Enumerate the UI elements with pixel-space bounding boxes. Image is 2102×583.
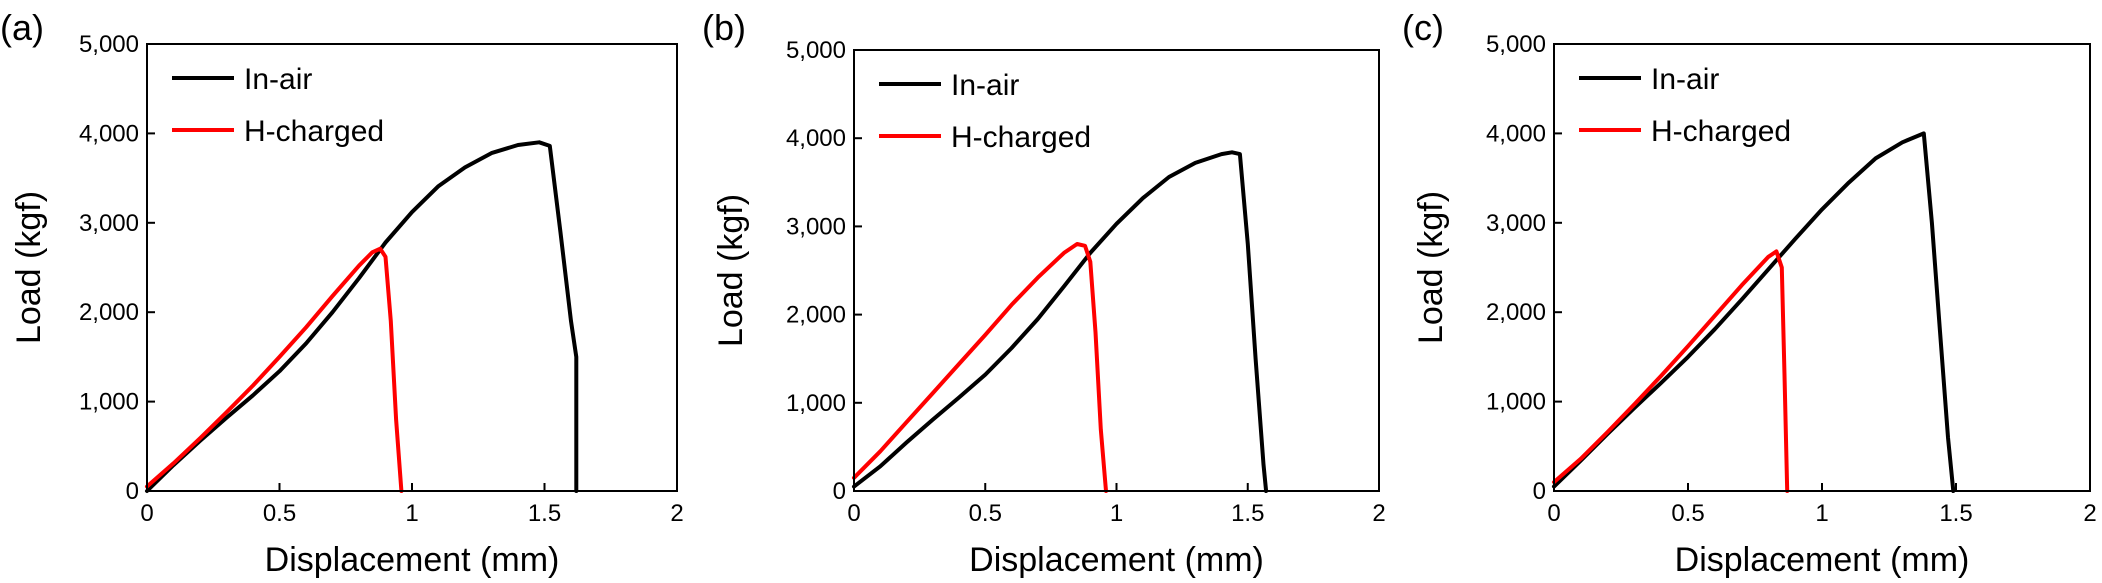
series-line-in-air [145,140,579,493]
chart-svg-b: 0 0.5 1 1.5 2 0 1,000 2,000 3,000 4,000 5,000 Displ… [702,7,1386,579]
y-tick-label: 5,000 [786,37,846,64]
panel-label: (c) [1402,7,1444,48]
y-tick-label: 3,000 [79,210,139,237]
chart-svg-a: 0 0.5 1 1.5 2 0 1,000 2,000 3,000 4,000 5,000 Displ… [0,7,684,579]
y-tick-label: 5,000 [1486,31,1546,58]
x-tick-label: 1.5 [1231,500,1264,527]
x-tick-label: 0.5 [969,500,1002,527]
series-line-in-air [1552,131,1956,493]
y-tick-label: 2,000 [79,299,139,326]
plot-frame [853,49,1380,492]
legend-label: H-charged [244,115,384,148]
y-tick-label: 0 [833,478,846,505]
chart-panel-b: 0 0.5 1 1.5 2 0 1,000 2,000 3,000 4,000 5,000 Displ… [702,0,1402,583]
y-tick-label: 3,000 [1486,210,1546,237]
series-line-h-charged [145,246,404,493]
y-tick-label: 1,000 [786,390,846,417]
legend-label: In-air [1651,63,1719,96]
chart-panel-a: 0 0.5 1 1.5 2 0 1,000 2,000 3,000 4,000 5,000 Displ… [0,0,700,583]
series-line-in-air [852,150,1269,493]
plot-frame [146,43,678,492]
legend-label: In-air [951,69,1019,102]
series-line-h-charged [1552,249,1790,493]
chart-panel-c: 0 0.5 1 1.5 2 0 1,000 2,000 3,000 4,000 5,000 Displ… [1402,0,2102,583]
y-axis-title: Load (kgf) [10,191,48,344]
panel-label: (b) [702,7,746,48]
x-axis-title: Displacement (mm) [1675,541,1970,579]
x-tick-label: 1 [405,500,418,527]
series-line-h-charged [852,242,1108,493]
legend-label: H-charged [951,121,1091,154]
x-axis-title: Displacement (mm) [969,541,1264,579]
y-tick-label: 4,000 [79,120,139,147]
y-tick-label: 0 [126,478,139,505]
x-tick-label: 1 [1815,500,1828,527]
x-tick-label: 0 [847,500,860,527]
x-tick-label: 0 [1547,500,1560,527]
y-tick-label: 4,000 [1486,120,1546,147]
x-tick-label: 1.5 [1939,500,1972,527]
y-tick-label: 5,000 [79,31,139,58]
y-axis-title: Load (kgf) [1412,191,1450,344]
x-tick-label: 0 [140,500,153,527]
x-tick-label: 1 [1110,500,1123,527]
y-tick-label: 3,000 [786,213,846,240]
y-tick-label: 2,000 [1486,299,1546,326]
y-tick-label: 1,000 [79,389,139,416]
y-tick-label: 0 [1533,478,1546,505]
x-tick-label: 2 [670,500,683,527]
panel-label: (a) [0,7,44,48]
x-tick-label: 0.5 [263,500,296,527]
legend-label: H-charged [1651,115,1791,148]
y-axis-title: Load (kgf) [712,194,750,347]
x-tick-label: 0.5 [1671,500,1704,527]
x-axis-title: Displacement (mm) [265,541,560,579]
x-tick-label: 2 [1372,500,1385,527]
plot-frame [1553,43,2091,492]
y-tick-label: 4,000 [786,125,846,152]
y-tick-label: 2,000 [786,302,846,329]
x-tick-label: 2 [2083,500,2096,527]
chart-svg-c: 0 0.5 1 1.5 2 0 1,000 2,000 3,000 4,000 5,000 Displ… [1402,7,2097,579]
legend-label: In-air [244,63,312,96]
x-tick-label: 1.5 [528,500,561,527]
y-tick-label: 1,000 [1486,389,1546,416]
